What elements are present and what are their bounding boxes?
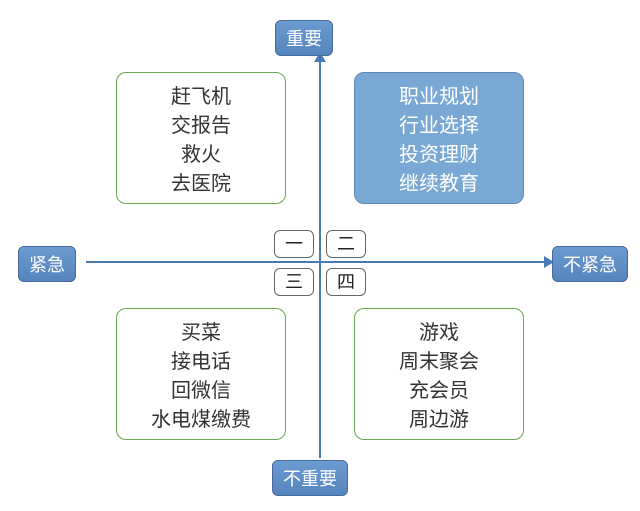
q4-item: 周末聚会 xyxy=(363,348,515,377)
quadrant-number-4: 四 xyxy=(326,268,366,296)
axis-label-left: 紧急 xyxy=(18,246,76,282)
q3-item: 回微信 xyxy=(125,377,277,406)
quadrant-box-1: 赶飞机 交报告 救火 去医院 xyxy=(116,72,286,204)
q4-item: 游戏 xyxy=(363,319,515,348)
quadrant-box-4: 游戏 周末聚会 充会员 周边游 xyxy=(354,308,524,440)
quadrant-number-3: 三 xyxy=(274,268,314,296)
axis-label-right: 不紧急 xyxy=(552,246,628,282)
axis-label-top: 重要 xyxy=(275,20,333,56)
axis-label-bottom: 不重要 xyxy=(272,460,348,496)
q2-item: 投资理财 xyxy=(363,141,515,170)
q1-item: 去医院 xyxy=(125,170,277,199)
q1-item: 赶飞机 xyxy=(125,83,277,112)
quadrant-number-2: 二 xyxy=(326,230,366,258)
quadrant-number-1: 一 xyxy=(274,230,314,258)
q3-item: 水电煤缴费 xyxy=(125,406,277,435)
axes xyxy=(0,0,640,511)
q2-item: 职业规划 xyxy=(363,83,515,112)
quadrant-box-3: 买菜 接电话 回微信 水电煤缴费 xyxy=(116,308,286,440)
q3-item: 接电话 xyxy=(125,348,277,377)
q4-item: 周边游 xyxy=(363,406,515,435)
q1-item: 救火 xyxy=(125,141,277,170)
q4-item: 充会员 xyxy=(363,377,515,406)
q2-item: 行业选择 xyxy=(363,112,515,141)
q1-item: 交报告 xyxy=(125,112,277,141)
q2-item: 继续教育 xyxy=(363,170,515,199)
q3-item: 买菜 xyxy=(125,319,277,348)
quadrant-box-2: 职业规划 行业选择 投资理财 继续教育 xyxy=(354,72,524,204)
